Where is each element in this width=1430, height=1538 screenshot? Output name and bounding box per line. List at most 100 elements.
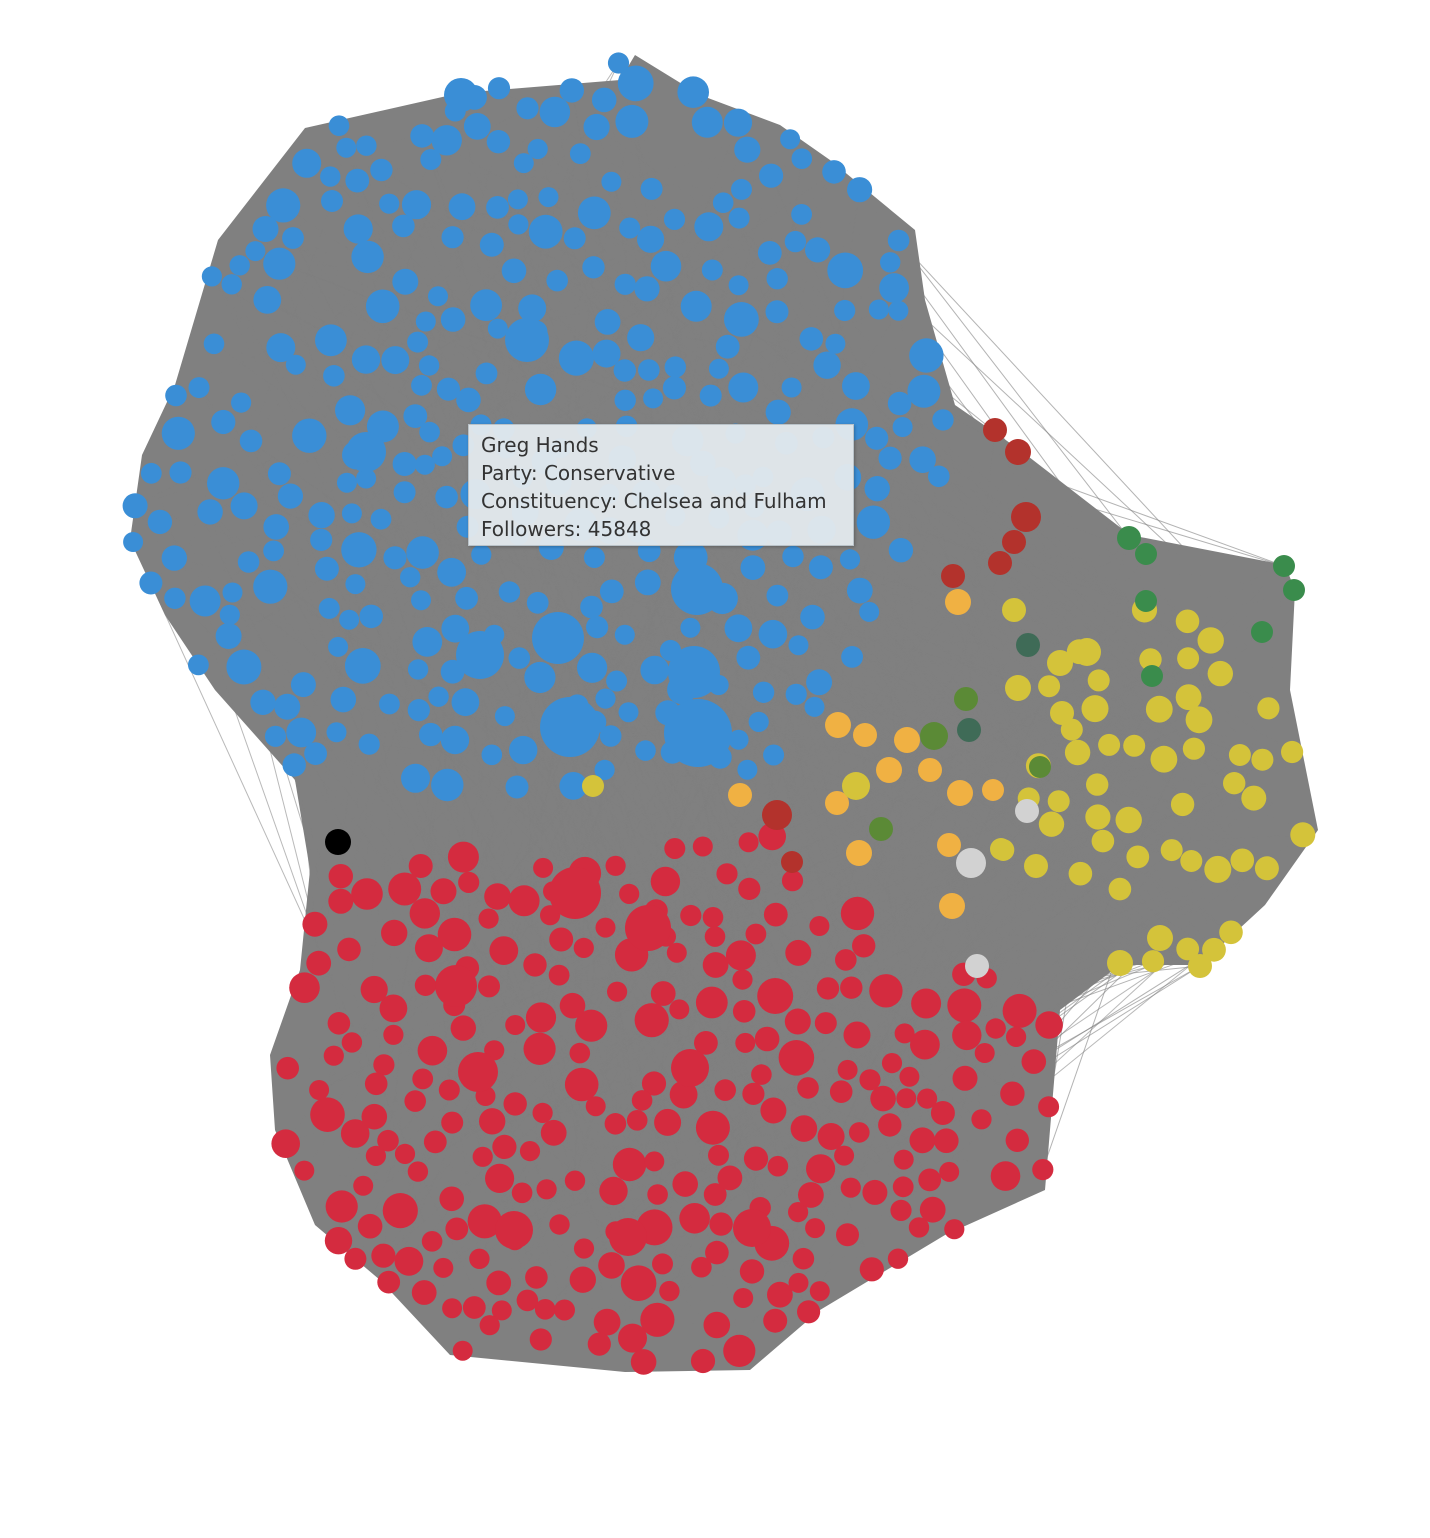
node-conservative[interactable] xyxy=(766,268,788,290)
node-labour[interactable] xyxy=(692,836,713,857)
node-conservative[interactable] xyxy=(448,193,476,221)
node-conservative[interactable] xyxy=(527,138,548,160)
node-conservative[interactable] xyxy=(580,595,603,619)
node-conservative[interactable] xyxy=(757,241,782,265)
node-conservative[interactable] xyxy=(341,532,377,568)
node-labour[interactable] xyxy=(534,1299,556,1320)
node-conservative[interactable] xyxy=(401,763,430,793)
node-snp[interactable] xyxy=(1254,856,1279,881)
node-conservative[interactable] xyxy=(788,635,809,656)
node-conservative[interactable] xyxy=(806,669,833,696)
node-labour[interactable] xyxy=(792,1247,815,1270)
node-conservative[interactable] xyxy=(618,702,639,723)
node-labour[interactable] xyxy=(647,1184,668,1205)
node-conservative[interactable] xyxy=(528,214,563,249)
node-conservative[interactable] xyxy=(841,646,863,668)
node-labour[interactable] xyxy=(650,981,676,1006)
node-snp[interactable] xyxy=(1170,792,1195,817)
node-snp[interactable] xyxy=(1064,739,1091,766)
node-labour[interactable] xyxy=(599,1176,628,1206)
node-labour[interactable] xyxy=(324,1227,353,1255)
node-labour[interactable] xyxy=(763,1308,788,1333)
node-conservative[interactable] xyxy=(456,387,481,413)
node-labour[interactable] xyxy=(549,1214,570,1235)
node-conservative[interactable] xyxy=(868,299,889,320)
node-labour[interactable] xyxy=(585,1096,606,1117)
node-conservative[interactable] xyxy=(197,499,223,525)
node-labour[interactable] xyxy=(536,1179,557,1200)
node-conservative[interactable] xyxy=(728,207,750,229)
node-conservative[interactable] xyxy=(432,446,453,467)
node-conservative[interactable] xyxy=(400,567,421,588)
node-labour[interactable] xyxy=(310,1097,345,1132)
node-conservative[interactable] xyxy=(781,377,802,398)
node-labour[interactable] xyxy=(438,1079,460,1101)
node-conservative[interactable] xyxy=(436,377,460,401)
node-snp[interactable] xyxy=(1223,772,1246,795)
node-conservative[interactable] xyxy=(222,582,243,603)
node-snp[interactable] xyxy=(1202,937,1226,962)
node-snp[interactable] xyxy=(1176,937,1200,961)
node-labour[interactable] xyxy=(890,1199,912,1221)
node-labour[interactable] xyxy=(525,1002,557,1033)
node-labour[interactable] xyxy=(394,1143,416,1164)
node-conservative[interactable] xyxy=(320,166,341,187)
node-conservative[interactable] xyxy=(456,631,504,679)
node-conservative[interactable] xyxy=(518,294,547,323)
node-conservative[interactable] xyxy=(418,355,440,376)
node-labour[interactable] xyxy=(458,1052,498,1092)
node-conservative[interactable] xyxy=(406,536,439,569)
node-labour[interactable] xyxy=(834,1145,855,1166)
node-labour[interactable] xyxy=(849,1122,870,1143)
node-labour[interactable] xyxy=(899,1066,920,1087)
node-conservative[interactable] xyxy=(123,532,144,552)
node-conservative[interactable] xyxy=(267,462,291,486)
node-conservative[interactable] xyxy=(441,226,464,249)
node-conservative[interactable] xyxy=(321,190,343,212)
node-conservative[interactable] xyxy=(415,311,436,332)
node-conservative[interactable] xyxy=(341,503,362,524)
node-labour[interactable] xyxy=(829,1080,853,1103)
node-labour[interactable] xyxy=(360,975,388,1004)
node-labour[interactable] xyxy=(664,838,686,859)
node-labour[interactable] xyxy=(540,905,561,926)
node-labour[interactable] xyxy=(852,934,876,958)
node-plaid[interactable] xyxy=(957,718,981,742)
node-conservative[interactable] xyxy=(782,545,804,568)
node-conservative[interactable] xyxy=(207,467,240,500)
node-conservative[interactable] xyxy=(392,214,415,238)
node-labour[interactable] xyxy=(377,1129,399,1152)
node-labour[interactable] xyxy=(1002,993,1037,1028)
node-conservative[interactable] xyxy=(638,359,660,381)
node-labour[interactable] xyxy=(626,1110,648,1131)
node-conservative[interactable] xyxy=(221,274,242,295)
node-labour[interactable] xyxy=(644,1151,665,1172)
node-labour[interactable] xyxy=(784,1008,811,1035)
node-labour[interactable] xyxy=(323,1045,344,1066)
node-conservative[interactable] xyxy=(411,590,431,611)
node-labour[interactable] xyxy=(484,1040,505,1061)
node-conservative[interactable] xyxy=(888,538,914,563)
node-libdem[interactable] xyxy=(945,589,971,615)
node-labour[interactable] xyxy=(575,1009,608,1042)
node-conservative[interactable] xyxy=(524,661,556,694)
node-conservative[interactable] xyxy=(487,318,508,339)
node-snp[interactable] xyxy=(1241,785,1267,811)
node-conservative[interactable] xyxy=(532,612,584,664)
node-conservative[interactable] xyxy=(169,461,192,484)
node-labour[interactable] xyxy=(462,1296,486,1319)
node-snp[interactable] xyxy=(582,775,604,797)
node-labour[interactable] xyxy=(703,1311,731,1339)
node-conservative[interactable] xyxy=(694,212,724,242)
node-conservative[interactable] xyxy=(410,124,434,148)
node-conservative[interactable] xyxy=(662,376,687,400)
node-labour[interactable] xyxy=(709,1212,733,1236)
node-conservative[interactable] xyxy=(664,699,732,767)
node-other[interactable] xyxy=(956,848,986,878)
node-labour[interactable] xyxy=(918,1168,942,1192)
node-conservative[interactable] xyxy=(606,670,628,692)
node-snp[interactable] xyxy=(1091,829,1115,853)
node-labour[interactable] xyxy=(593,1308,621,1336)
node-labour[interactable] xyxy=(516,1289,539,1312)
